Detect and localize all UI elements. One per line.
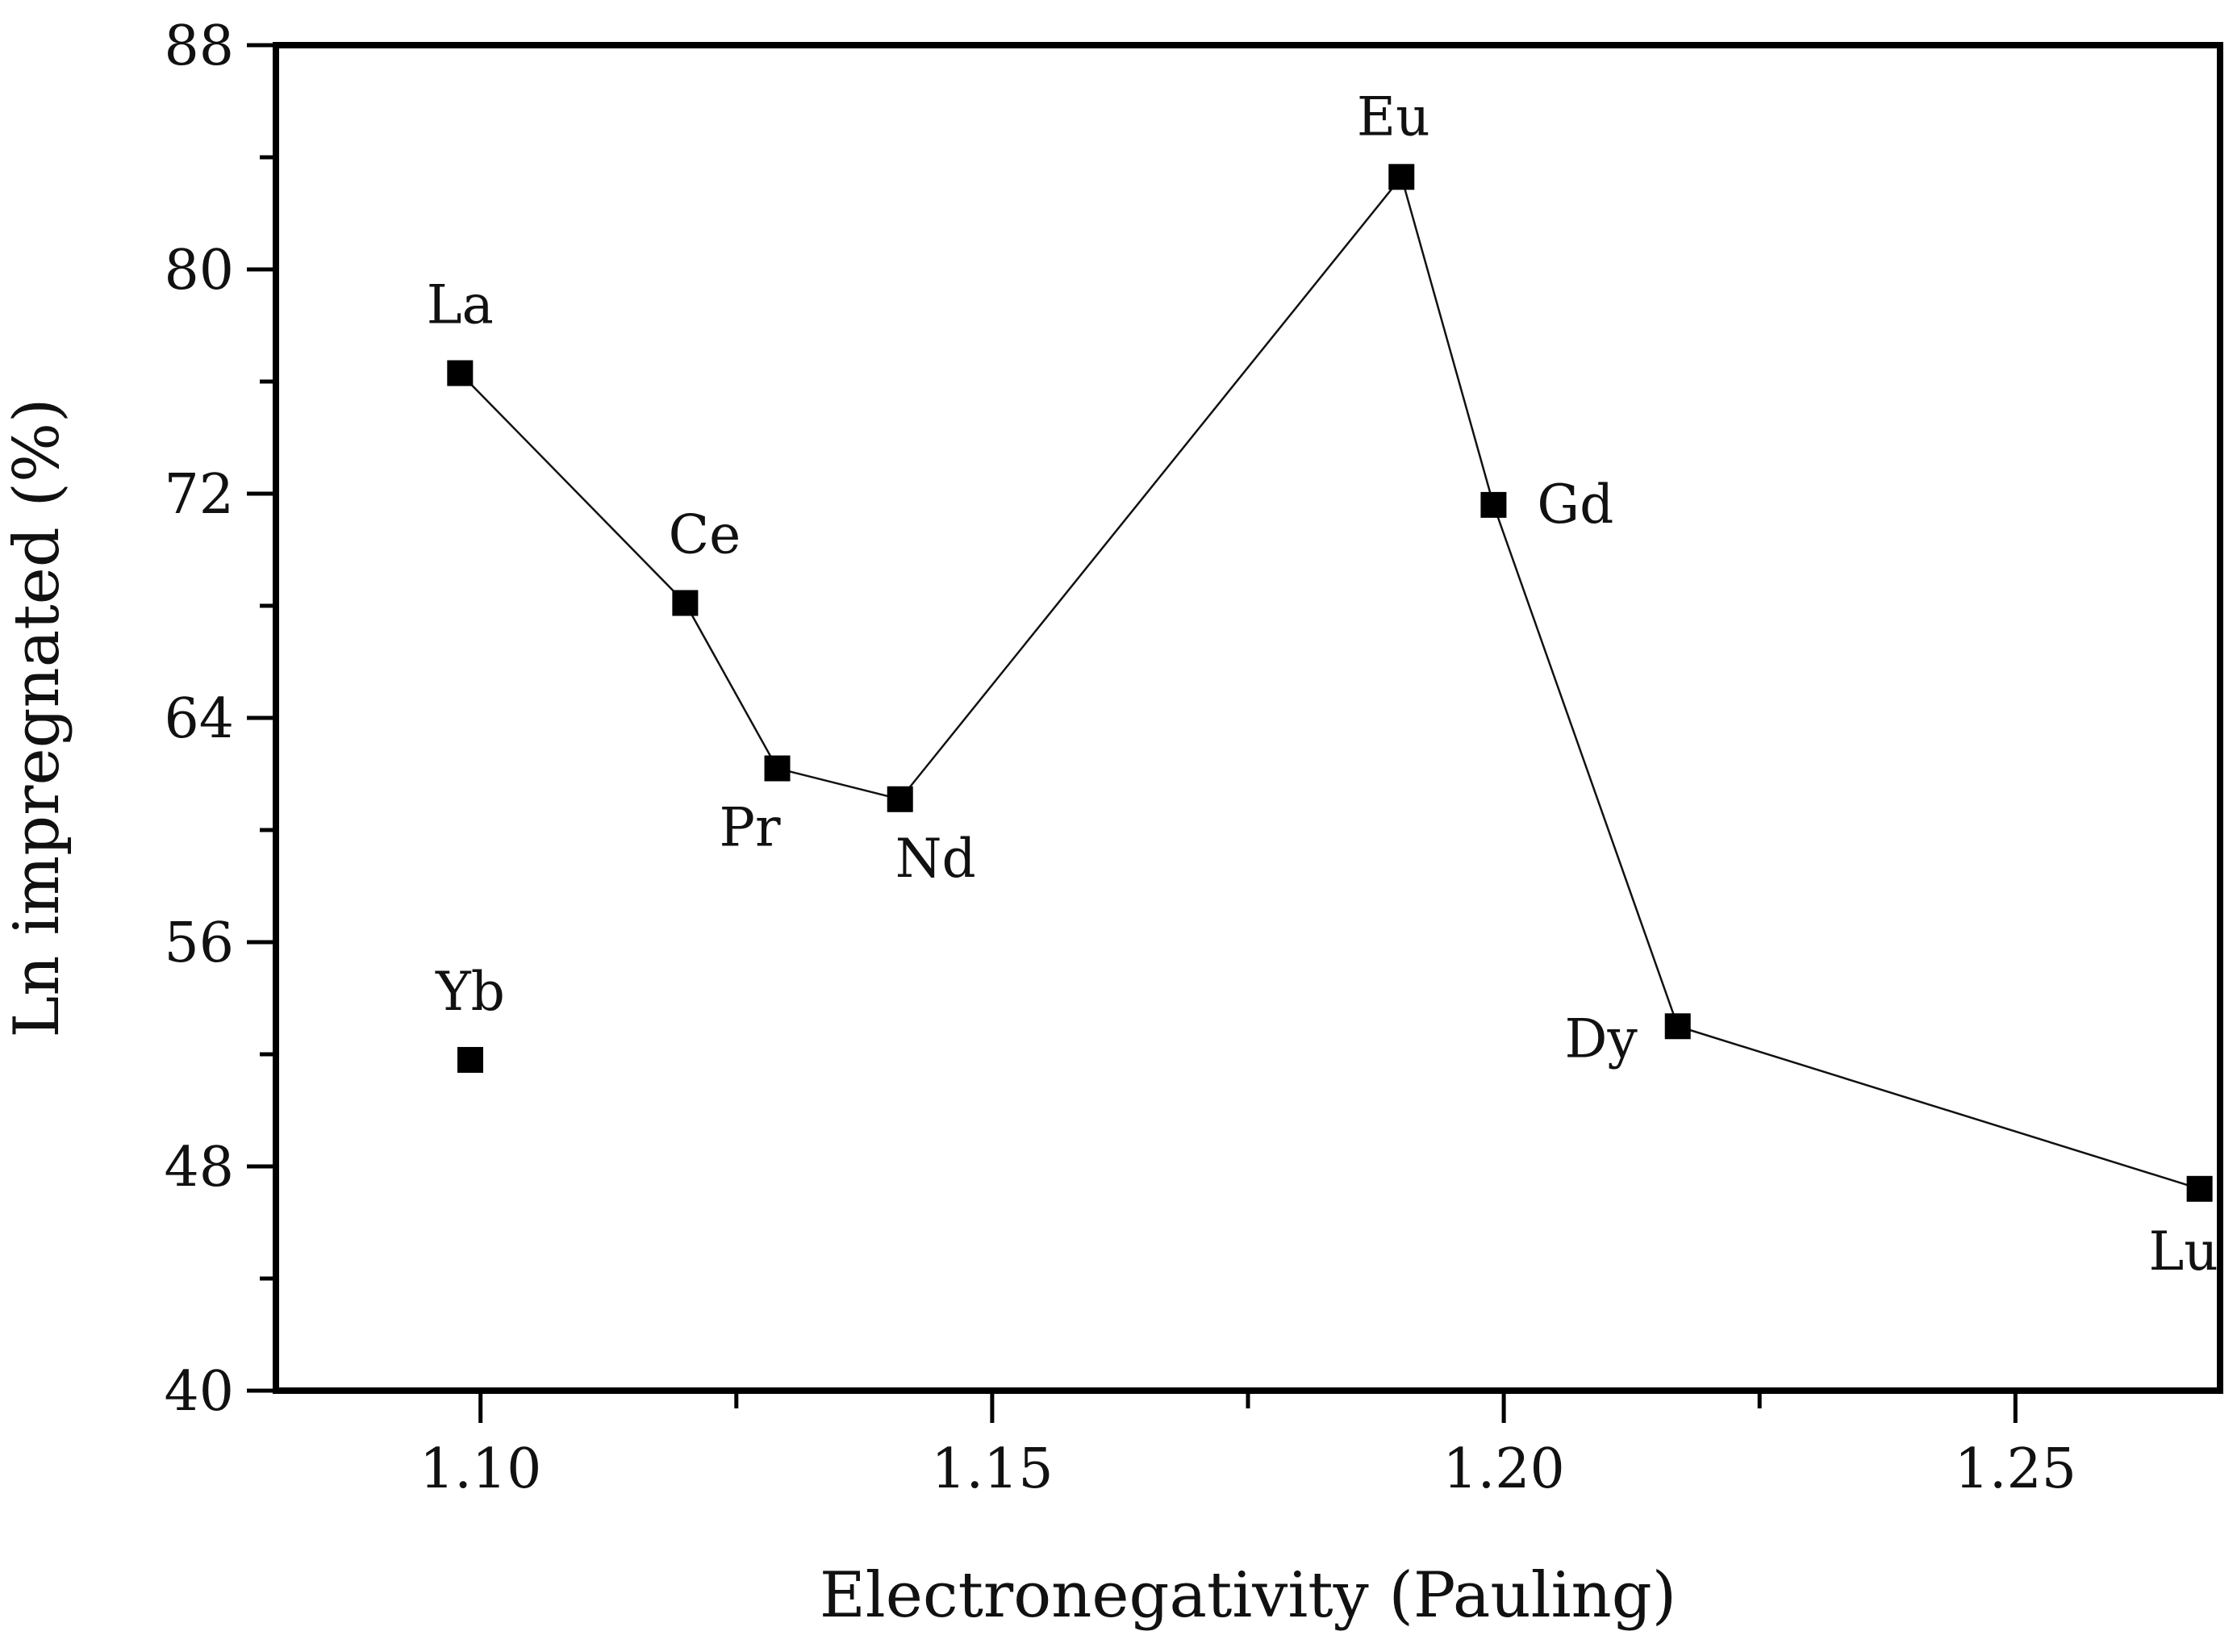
point-label-ce: Ce <box>669 504 741 566</box>
point-label-gd: Gd <box>1537 473 1613 536</box>
point-label-la: La <box>427 274 494 336</box>
series-line-segment <box>1400 176 1495 506</box>
series-line-segment <box>1492 504 1679 1027</box>
x-tick-label: 1.20 <box>1442 1437 1564 1501</box>
point-label-yb: Yb <box>435 961 505 1023</box>
markers-layer <box>447 164 2213 1202</box>
point-label-eu: Eu <box>1357 86 1430 148</box>
series-line-segment <box>777 767 901 800</box>
y-tick-label: 64 <box>164 687 234 751</box>
data-point-gd <box>1480 491 1507 518</box>
x-tick-label: 1.25 <box>1955 1437 2076 1501</box>
y-tick-label: 40 <box>164 1360 234 1424</box>
y-tick-label: 56 <box>164 912 234 975</box>
point-label-dy: Dy <box>1565 1007 1638 1070</box>
series-line-segment <box>899 176 1403 800</box>
data-point-pr <box>764 755 791 782</box>
data-point-dy <box>1664 1013 1691 1040</box>
data-point-ce <box>672 590 699 616</box>
series-line-segment <box>684 602 778 770</box>
y-tick-label: 88 <box>164 15 234 78</box>
y-tick-label: 48 <box>164 1136 234 1199</box>
x-axis-title: Electronegativity (Pauling) <box>820 1559 1676 1632</box>
y-tick-label: 80 <box>164 239 234 302</box>
data-point-la <box>447 360 474 386</box>
series-line-segment <box>1677 1025 2201 1190</box>
plot-frame <box>273 42 2223 1394</box>
ticks-layer: 40 48 56 64 72 80 88 1.10 1.15 1.20 1.25 <box>164 15 2076 1501</box>
y-axis-title: Ln impregnated (%) <box>1 398 73 1038</box>
x-tick-label: 1.10 <box>419 1437 541 1501</box>
data-point-eu <box>1388 164 1415 190</box>
point-label-lu: Lu <box>2148 1220 2218 1283</box>
y-tick-label: 72 <box>164 463 234 527</box>
series-line-layer <box>459 176 2201 1190</box>
point-labels-layer: La Ce Pr Nd Eu Gd Dy Lu Yb <box>427 86 2218 1282</box>
point-label-pr: Pr <box>720 797 781 859</box>
series-line-segment <box>459 372 687 604</box>
point-label-nd: Nd <box>895 828 976 890</box>
data-point-yb <box>457 1046 483 1073</box>
data-point-nd <box>887 786 913 812</box>
x-tick-label: 1.15 <box>931 1437 1053 1501</box>
data-point-lu <box>2186 1175 2213 1202</box>
